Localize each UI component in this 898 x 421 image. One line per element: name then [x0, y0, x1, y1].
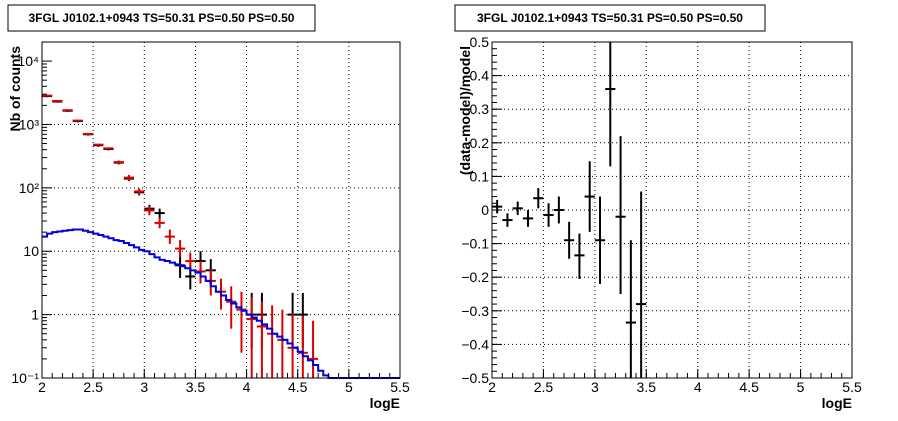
- y-axis-label: (data-model)/model: [457, 46, 473, 175]
- x-tick-label: 3.5: [186, 379, 206, 395]
- chart-title: 3FGL J0102.1+0943 TS=50.31 PS=0.50 PS=0.…: [29, 11, 295, 25]
- y-tick-label: 0.2: [470, 135, 490, 151]
- y-tick-label: 10: [23, 243, 39, 259]
- data-point: [625, 240, 636, 378]
- y-tick-label: 10⁴: [17, 53, 39, 69]
- data-point: [543, 203, 554, 227]
- chart-title-box: [7, 4, 316, 32]
- y-tick-label: −0.2: [461, 269, 489, 285]
- y-tick-label: −0.3: [461, 303, 489, 319]
- y-tick-label: 10³: [19, 116, 40, 132]
- x-tick-label: 3: [140, 379, 148, 395]
- data-point: [154, 208, 165, 219]
- x-tick-label: 4: [243, 379, 251, 395]
- data-point: [307, 320, 319, 378]
- data-point: [154, 217, 165, 229]
- data-point: [605, 42, 616, 167]
- data-point: [174, 240, 186, 258]
- data-point: [267, 305, 278, 378]
- x-tick-label: 3: [591, 379, 599, 395]
- data-point: [553, 196, 564, 224]
- data-point: [277, 309, 288, 378]
- x-tick-label: 5: [797, 379, 805, 395]
- data-point: [512, 201, 523, 216]
- data-point: [533, 188, 544, 209]
- data-point: [164, 229, 175, 245]
- data-point: [123, 174, 135, 181]
- y-tick-label: −0.4: [461, 336, 489, 352]
- x-tick-label: 4.5: [288, 379, 308, 395]
- data-point: [636, 191, 647, 378]
- data-point: [584, 161, 595, 232]
- plot-frame: [41, 41, 401, 379]
- data-point: [492, 199, 503, 214]
- x-tick-label: 5.5: [842, 379, 862, 395]
- x-tick-label: 5.5: [390, 379, 410, 395]
- data-point: [113, 160, 124, 164]
- data-point: [226, 286, 237, 329]
- y-tick-label: 0: [481, 202, 489, 218]
- counts-panel: 2 2.5 3 3.5 4 4.5 5 5.5 10⁻¹ 1 10 10² 10³ 10⁴ Nb of c…: [7, 4, 410, 411]
- x-tick-label: 2.5: [534, 379, 554, 395]
- data-point: [502, 213, 513, 227]
- x-tick-label: 2: [38, 379, 46, 395]
- x-tick-label: 5: [345, 379, 353, 395]
- y-tick-label: −0.5: [461, 370, 489, 386]
- y-tick-label: 0.5: [470, 34, 490, 50]
- data-point: [594, 196, 606, 284]
- data-point: [564, 221, 575, 259]
- data-point: [256, 301, 268, 378]
- y-tick-label: 0.4: [470, 68, 490, 84]
- data-point: [615, 136, 626, 294]
- data-point: [134, 188, 145, 195]
- x-axis-label: logE: [822, 395, 852, 411]
- data-point: [522, 210, 534, 227]
- x-tick-label: 3.5: [637, 379, 657, 395]
- x-tick-label: 4.5: [739, 379, 759, 395]
- data-point: [246, 296, 257, 378]
- y-tick-label: 10²: [19, 180, 40, 196]
- data-point: [144, 206, 155, 216]
- y-axis-label: Nb of counts: [7, 46, 23, 132]
- y-tick-label: 0.1: [470, 168, 490, 184]
- x-tick-label: 2: [488, 379, 496, 395]
- chart-title: 3FGL J0102.1+0943 TS=50.31 PS=0.50 PS=0.…: [477, 11, 743, 25]
- data-point: [574, 233, 585, 279]
- y-tick-label: 1: [31, 307, 39, 323]
- model-histogram-line: [42, 228, 400, 379]
- y-tick-label: 10⁻¹: [11, 370, 39, 386]
- data-point: [297, 316, 308, 378]
- y-tick-label: 0.3: [470, 101, 490, 117]
- x-tick-label: 4: [694, 379, 702, 395]
- residual-panel: 2 2.5 3 3.5 4 4.5 5 5.5 −0.5 −0.4 −0.3 −0.2 −0.1 0 0.1…: [454, 4, 862, 411]
- y-tick-label: −0.1: [461, 236, 489, 252]
- x-tick-label: 2.5: [83, 379, 103, 395]
- x-axis-label: logE: [370, 395, 400, 411]
- chart-title-box: [454, 4, 766, 32]
- data-point: [236, 291, 247, 353]
